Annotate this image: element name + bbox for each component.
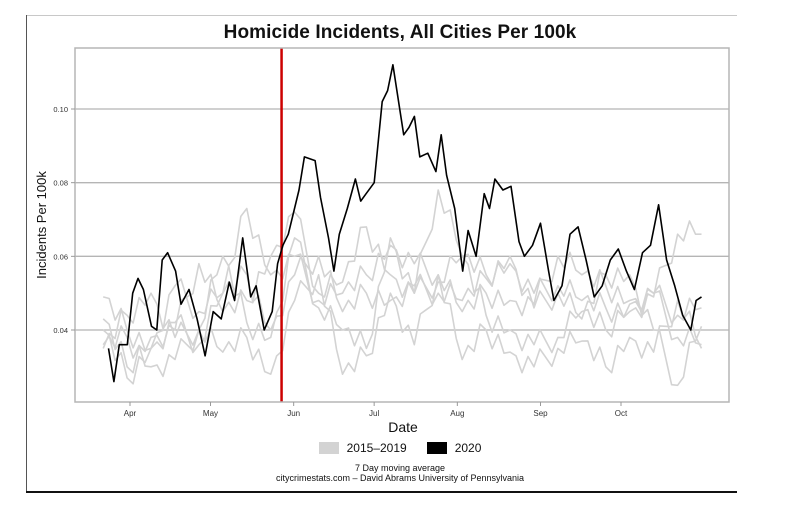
series-2020 [107, 64, 702, 383]
legend-label: 2015–2019 [346, 441, 407, 455]
x-axis-label: Date [388, 419, 418, 435]
y-axis: 0.04 0.06 0.08 0.10 [53, 105, 75, 335]
svg-text:0.04: 0.04 [53, 326, 68, 335]
legend-swatch-gray [318, 442, 339, 454]
svg-text:Apr: Apr [124, 409, 137, 418]
svg-text:Jun: Jun [287, 409, 300, 418]
legend-label: 2020 [454, 441, 482, 455]
caption-line-2: citycrimestats.com – David Abrams Univer… [275, 473, 525, 483]
svg-text:0.06: 0.06 [53, 252, 68, 261]
plot-panel-border [74, 47, 730, 403]
svg-text:0.08: 0.08 [53, 179, 68, 188]
svg-text:Sep: Sep [533, 409, 548, 418]
frame-top-border [26, 15, 737, 16]
svg-text:0.10: 0.10 [53, 105, 68, 114]
svg-text:May: May [203, 409, 218, 418]
legend-item-2020: 2020 [426, 441, 482, 455]
frame-left-border [26, 15, 27, 492]
y-axis-label: Incidents Per 100k [34, 171, 49, 279]
legend: 2015–2019 2020 [0, 441, 800, 455]
legend-item-2015-2019: 2015–2019 [318, 441, 407, 455]
legend-swatch-black [426, 442, 447, 454]
svg-text:Oct: Oct [615, 409, 628, 418]
chart-title: Homicide Incidents, All Cities Per 100k [223, 22, 577, 43]
series-2015-2019 [102, 189, 703, 387]
caption-line-1: 7 Day moving average [354, 463, 446, 473]
frame-bottom-border [26, 491, 737, 493]
x-axis: Apr May Jun Jul Aug Sep Oct [124, 402, 628, 418]
svg-text:Jul: Jul [369, 409, 379, 418]
svg-text:Aug: Aug [450, 409, 464, 418]
